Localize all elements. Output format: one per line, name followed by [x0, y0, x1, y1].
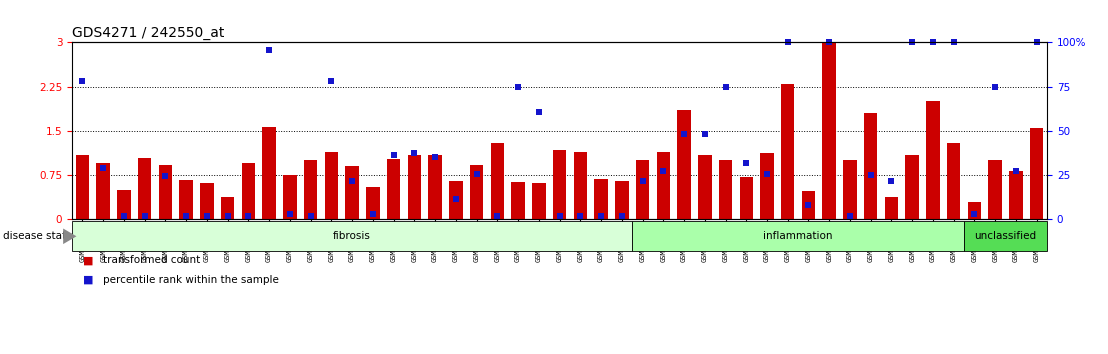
Bar: [760, 153, 773, 219]
Bar: [905, 155, 919, 219]
Bar: [220, 197, 235, 219]
Bar: [325, 152, 338, 219]
Bar: [304, 160, 317, 219]
Bar: [822, 42, 835, 219]
Bar: [988, 160, 1002, 219]
Bar: [553, 150, 566, 219]
Bar: [117, 190, 131, 219]
Bar: [75, 155, 89, 219]
Text: ■: ■: [83, 255, 93, 265]
Bar: [96, 164, 110, 219]
Bar: [781, 84, 794, 219]
Bar: [677, 110, 690, 219]
Bar: [739, 177, 753, 219]
Text: transformed count: transformed count: [103, 255, 201, 265]
Bar: [967, 202, 982, 219]
Bar: [864, 113, 878, 219]
Bar: [698, 155, 711, 219]
Bar: [843, 160, 856, 219]
Bar: [574, 152, 587, 219]
Bar: [657, 152, 670, 219]
Bar: [491, 143, 504, 219]
Bar: [408, 155, 421, 219]
Bar: [1030, 128, 1044, 219]
Bar: [947, 143, 961, 219]
Text: inflammation: inflammation: [763, 231, 833, 241]
Text: fibrosis: fibrosis: [334, 231, 371, 241]
Bar: [615, 181, 628, 219]
Bar: [470, 165, 483, 219]
Text: ■: ■: [83, 275, 93, 285]
Bar: [1009, 171, 1023, 219]
Bar: [179, 180, 193, 219]
Bar: [242, 164, 255, 219]
Bar: [532, 183, 545, 219]
Bar: [137, 158, 152, 219]
Bar: [719, 160, 732, 219]
Bar: [926, 102, 940, 219]
Bar: [158, 165, 172, 219]
Bar: [802, 191, 815, 219]
Text: GDS4271 / 242550_at: GDS4271 / 242550_at: [72, 26, 225, 40]
Bar: [346, 166, 359, 219]
Bar: [884, 197, 899, 219]
Bar: [594, 179, 608, 219]
Bar: [201, 183, 214, 219]
Bar: [449, 181, 462, 219]
Bar: [263, 127, 276, 219]
Bar: [284, 175, 297, 219]
Bar: [429, 155, 442, 219]
Bar: [636, 160, 649, 219]
Text: disease state: disease state: [3, 231, 73, 241]
Bar: [366, 187, 380, 219]
Text: unclassified: unclassified: [975, 231, 1037, 241]
Bar: [387, 159, 400, 219]
Bar: [511, 182, 525, 219]
Text: percentile rank within the sample: percentile rank within the sample: [103, 275, 279, 285]
